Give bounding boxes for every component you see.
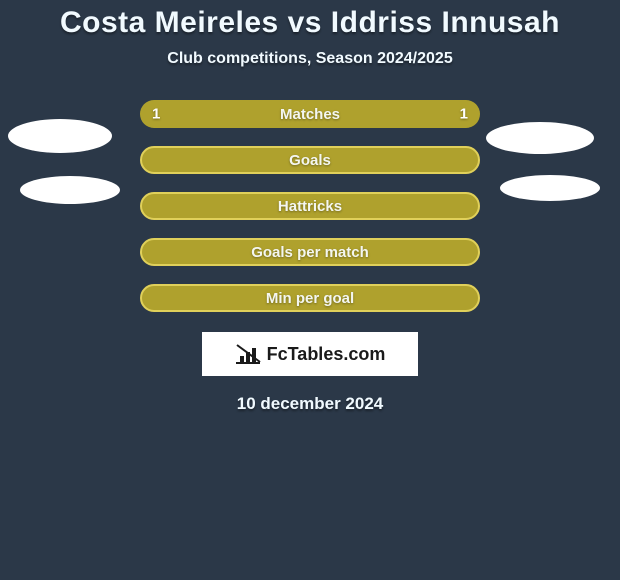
page-title: Costa Meireles vs Iddriss Innusah xyxy=(0,6,620,40)
bar-chart-icon xyxy=(235,344,261,364)
stat-bar: Min per goal xyxy=(140,284,480,312)
date-label: 10 december 2024 xyxy=(0,394,620,414)
stat-bar: Goals xyxy=(140,146,480,174)
stat-bar: Goals per match xyxy=(140,238,480,266)
stat-row: Goals per match xyxy=(0,238,620,266)
stat-bar: Matches 1 1 xyxy=(140,100,480,128)
logo-text: FcTables.com xyxy=(267,344,386,365)
stat-row: Goals xyxy=(0,146,620,174)
stat-row: Min per goal xyxy=(0,284,620,312)
stat-label: Min per goal xyxy=(266,290,354,307)
comparison-card: Costa Meireles vs Iddriss Innusah Club c… xyxy=(0,0,620,580)
stat-right-value: 1 xyxy=(460,106,468,123)
stat-label: Goals xyxy=(289,152,331,169)
stat-row: Matches 1 1 xyxy=(0,100,620,128)
stat-label: Goals per match xyxy=(251,244,369,261)
stat-label: Matches xyxy=(280,106,340,123)
subtitle: Club competitions, Season 2024/2025 xyxy=(0,50,620,68)
stat-label: Hattricks xyxy=(278,198,342,215)
fctables-logo: FcTables.com xyxy=(202,332,418,376)
stat-row: Hattricks xyxy=(0,192,620,220)
stat-left-value: 1 xyxy=(152,106,160,123)
stat-bar: Hattricks xyxy=(140,192,480,220)
